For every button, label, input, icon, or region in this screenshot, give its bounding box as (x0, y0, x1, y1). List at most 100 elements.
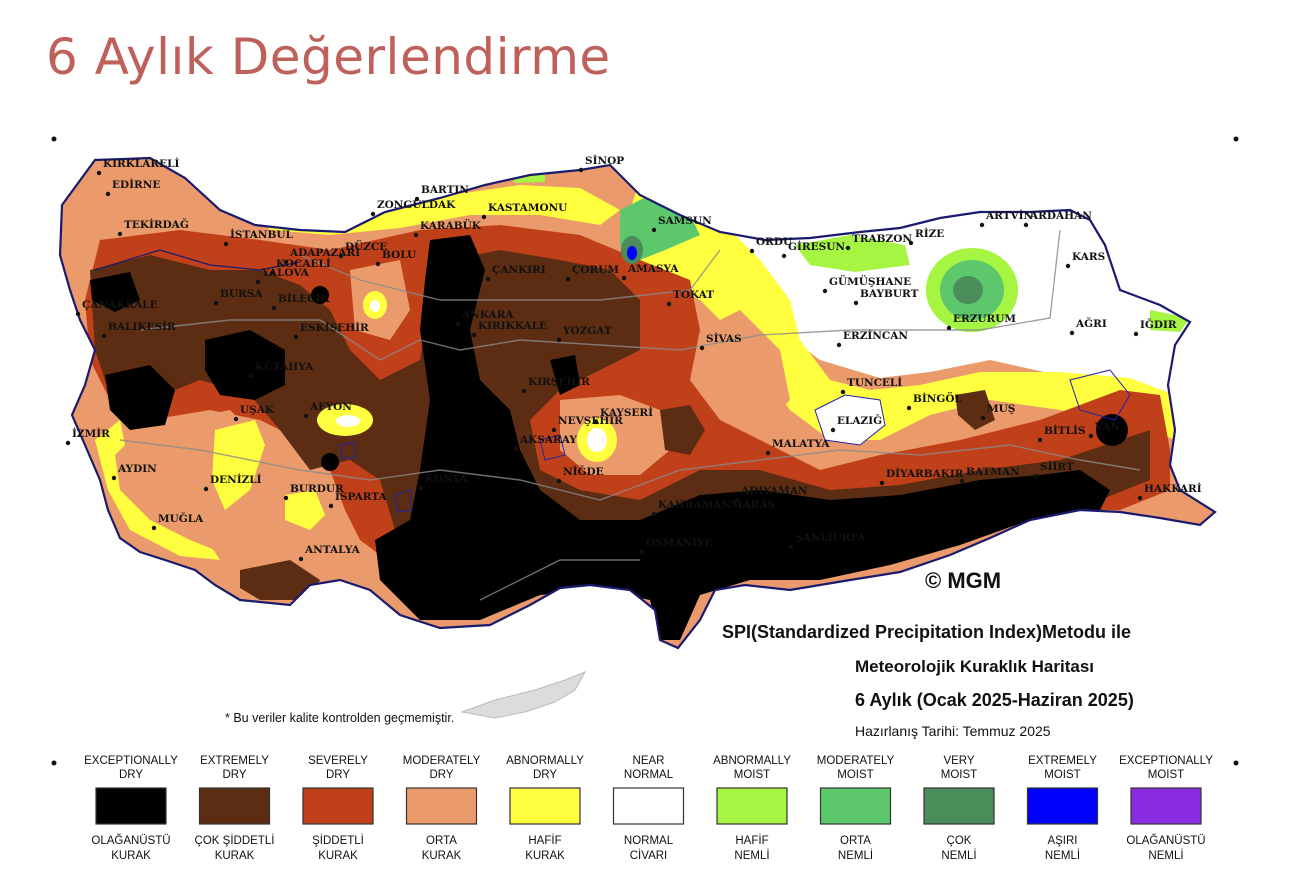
legend-label: OLAĞANÜSTÜ (1126, 834, 1205, 847)
city-marker: NİĞDE (556, 464, 604, 484)
legend-swatch (923, 787, 995, 825)
city-marker: ŞANLIURFA (788, 532, 866, 550)
city-label: TEKİRDAĞ (124, 217, 189, 231)
city-dot (370, 211, 376, 217)
city-dot (879, 480, 885, 486)
city-marker: VAN (1088, 421, 1120, 439)
city-label: SİNOP (585, 153, 624, 167)
city-label: SAMSUN (658, 215, 712, 227)
map-heading-line1: SPI(Standardized Precipitation Index)Met… (722, 622, 1131, 642)
city-label: AKSARAY (519, 434, 577, 446)
city-marker: BOLU (375, 249, 416, 267)
city-label: ÇANKIRI (492, 264, 546, 276)
city-dot (455, 321, 461, 327)
legend-label: ŞİDDETLİ (312, 834, 364, 847)
region-boundaries (119, 229, 1141, 601)
legend-label: NORMAL (624, 835, 674, 847)
legend-item: ABNORMALLY MOIST HAFİF NEMLİ (713, 755, 791, 862)
city-label: ORDU (756, 236, 792, 248)
city-label: YALOVA (261, 267, 310, 279)
city-label: VAN (1094, 421, 1120, 433)
legend-label: NEMLİ (838, 849, 873, 862)
city-dot (906, 405, 912, 411)
city-dot (836, 342, 842, 348)
city-dot (65, 440, 71, 446)
city-dot (556, 337, 562, 343)
city-label: ŞANLIURFA (795, 532, 866, 544)
city-marker: ELAZIĞ (830, 413, 882, 433)
legend-label: ORTA (840, 835, 871, 847)
city-dot (485, 276, 491, 282)
legend-swatch (612, 787, 685, 825)
city-label: ISPARTA (335, 491, 388, 503)
legend-item: EXCEPTIONALLY DRY OLAĞANÜSTÜ KURAK (84, 755, 178, 862)
city-dot (830, 427, 836, 433)
city-label: AYDIN (117, 463, 157, 475)
corner-dot (51, 760, 57, 766)
legend-label: MOIST (1148, 769, 1184, 781)
city-dot (414, 196, 420, 202)
legend-label: DRY (326, 769, 350, 781)
city-label: BOLU (382, 249, 416, 261)
legend-label: ORTA (426, 835, 457, 847)
legend-label: AŞIRI (1047, 835, 1077, 847)
city-marker: GÜMÜŞHANE (822, 274, 911, 294)
legend-label: CİVARI (630, 849, 668, 862)
city-label: KIRŞEHİR (528, 374, 590, 388)
city-marker: İZMİR (65, 426, 110, 446)
city-label: ADIYAMAN (740, 485, 808, 497)
city-marker: BİLECİK (271, 291, 330, 311)
legend-label: KURAK (215, 850, 255, 862)
city-label: SİİRT (1040, 459, 1074, 473)
city-dot (298, 556, 304, 562)
cyprus-shape (460, 671, 587, 719)
city-marker: SİNOP (578, 153, 624, 173)
city-dot (1137, 495, 1143, 501)
city-label: ANKARA (461, 309, 514, 321)
city-marker: ÇORUM (565, 264, 619, 282)
city-label: AMASYA (627, 263, 679, 275)
city-dot (853, 300, 859, 306)
city-marker: AFYON (303, 401, 352, 419)
city-marker: ESKİŞEHİR (293, 320, 369, 340)
corner-dot (1233, 760, 1239, 766)
legend-label: HAFİF (528, 834, 561, 847)
page-title: 6 Aylık Değerlendirme (46, 28, 611, 86)
city-marker: ERZİNCAN (836, 328, 908, 348)
city-marker: TOKAT (666, 289, 714, 307)
city-marker: AĞRI (1069, 316, 1107, 336)
city-marker: YALOVA (255, 267, 310, 285)
city-label: BİTLİS (1044, 423, 1085, 437)
city-marker: EDİRNE (105, 177, 160, 197)
city-label: ANTALYA (304, 544, 361, 556)
city-label: ÇANAKKALE (82, 299, 158, 311)
city-dot (338, 253, 344, 259)
city-label: BATMAN (966, 466, 1020, 478)
city-dot (788, 544, 794, 550)
city-label: ARTVİN (985, 208, 1034, 222)
city-marker: ARDAHAN (1023, 210, 1092, 228)
city-label: BİNGÖL (913, 391, 962, 405)
city-dot (765, 450, 771, 456)
city-dot (248, 373, 254, 379)
city-marker: ERZURUM (946, 313, 1016, 331)
legend-label: MOIST (941, 769, 977, 781)
city-dot (413, 232, 419, 238)
city-marker: TUNCELİ (840, 375, 902, 395)
legend-label: EXCEPTIONALLY (1119, 755, 1213, 767)
legend-swatch (405, 787, 478, 825)
city-label: NEVŞEHİR (558, 413, 623, 427)
city-marker: KIRŞEHİR (521, 374, 590, 394)
city-marker: KARS (1065, 251, 1105, 269)
legend-item: EXCEPTIONALLY MOIST OLAĞANÜSTÜ NEMLİ (1119, 755, 1213, 862)
legend-label: ABNORMALLY (506, 755, 584, 767)
city-dot (845, 245, 851, 251)
city-dot (1065, 263, 1071, 269)
city-label: MUĞLA (158, 511, 204, 525)
city-marker: BURDUR (283, 483, 344, 501)
city-marker: ANTALYA (298, 544, 361, 562)
city-marker: ÇANAKKALE (75, 299, 158, 317)
city-marker: SİVAS (699, 331, 742, 351)
city-dot (979, 222, 985, 228)
city-marker: MALATYA (765, 438, 830, 456)
